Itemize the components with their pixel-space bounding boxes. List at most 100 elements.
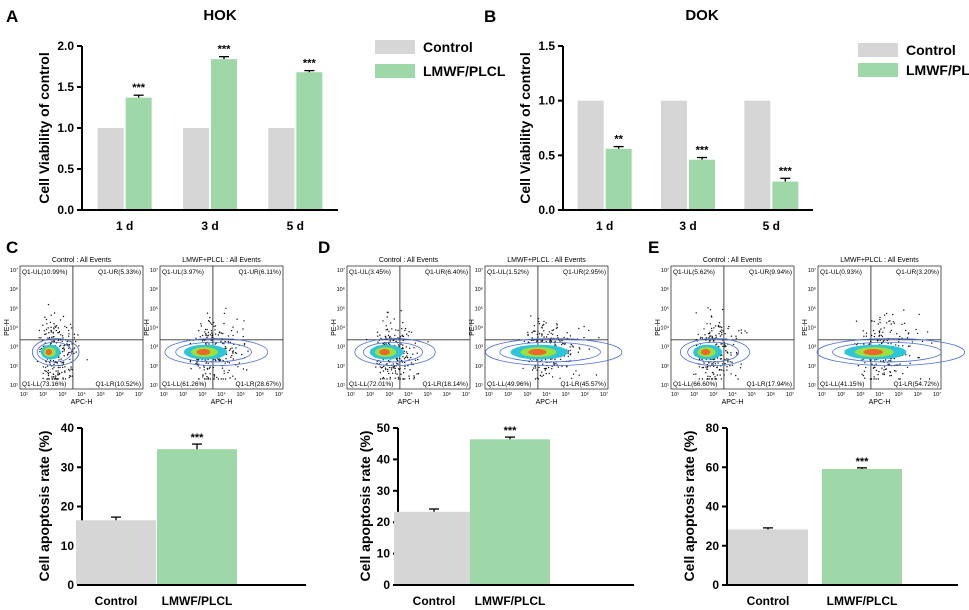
flow-d-control-event-dot [385, 363, 387, 365]
flow-c-control-event-dot [64, 325, 66, 328]
flow-e-control-event-dot [721, 334, 723, 336]
flow-e-treated-event-dot [880, 334, 882, 336]
flow-e-control-event-dot [712, 372, 714, 374]
flow-c-control-event-dot [53, 336, 55, 338]
flow-e-control-event-dot [721, 354, 723, 356]
flow-e-treated-event-dot [870, 378, 873, 380]
flow-d-treated-event-dot [535, 367, 537, 369]
flow-d-control-event-dot [402, 339, 404, 342]
flow-e-control-event-dot [706, 323, 708, 325]
flow-e-treated-event-dot [869, 359, 871, 361]
flow-e-treated-event-dot [890, 323, 892, 325]
flow-e-control-event-dot [718, 346, 720, 348]
chart-d-ytick-label: 10 [377, 547, 391, 561]
flow-c-control-density-core [45, 349, 52, 356]
chart-a-xtick-label: 3 d [201, 219, 218, 233]
flow-d-control-xtick-label: 10⁴ [404, 391, 413, 398]
chart-d-ylabel: Cell apoptosis rate (%) [357, 431, 373, 582]
flow-c-control-event-dot [47, 374, 50, 377]
flow-c-control-event-dot [61, 351, 64, 353]
flow-e-treated-event-dot [902, 345, 904, 347]
flow-plot-c-treated: LMWF+PLCL : All Events Q1-UL(3.97%) Q1-UR(… [144, 257, 284, 406]
flow-e-control-event-dot [716, 366, 718, 368]
flow-c-treated-event-dot [235, 352, 238, 354]
flow-d-treated-xtick-label: 10⁶ [581, 391, 589, 398]
flow-d-control-event-dot [385, 325, 387, 327]
flow-d-control-event-dot [389, 340, 391, 342]
flow-d-treated-event-dot [569, 354, 571, 356]
flow-d-treated-ylabel: PE-H [469, 319, 476, 336]
flow-d-treated-event-dot [549, 338, 551, 341]
flow-e-control-event-dot [746, 332, 748, 334]
flow-c-control-event-dot [46, 378, 48, 380]
flow-e-treated-event-dot [898, 378, 900, 380]
flow-e-treated-event-dot [902, 372, 904, 375]
flow-e-control-event-dot [722, 339, 724, 341]
flow-e-treated-event-dot [886, 339, 888, 342]
chart-b-bar-control [577, 100, 604, 209]
flow-e-treated-event-dot [895, 370, 897, 372]
flow-e-control-xtick-label: 10⁵ [747, 391, 755, 398]
flow-d-control-event-dot [400, 310, 402, 312]
flow-e-treated-event-dot [911, 341, 914, 343]
flow-c-treated-event-dot [204, 359, 206, 361]
chart-e-ytick-label: 80 [706, 421, 720, 435]
flow-e-control-event-dot [711, 330, 713, 332]
flow-e-treated-event-dot [888, 363, 890, 365]
flow-c-treated-xtick-label: 10⁷ [275, 391, 283, 398]
flow-e-treated-xtick-label: 10³ [856, 392, 864, 398]
flow-c-treated-event-dot [202, 376, 204, 378]
flow-c-treated-event-dot [212, 378, 214, 380]
chart-a-ytick-label: 0.5 [57, 162, 74, 176]
flow-e-control-event-dot [712, 340, 715, 342]
flow-d-control-event-dot [377, 341, 379, 343]
flow-e-control-event-dot [717, 362, 719, 364]
flow-plot-c-control: Control : All Events Q1-UL(10.99%) Q1-UR(5… [4, 257, 144, 406]
flow-c-control-event-dot [71, 343, 73, 345]
flow-d-treated-xtick-label: 10⁴ [542, 391, 551, 398]
flow-d-control-event-dot [402, 321, 404, 324]
flow-c-treated-event-dot [236, 318, 238, 320]
flow-c-control-ytick-label: 10⁴ [10, 325, 19, 332]
flow-d-treated-event-dot [537, 320, 540, 323]
chart-c-apoptosis: 0 10 20 30 40 Control *** LMWF/PLCL [61, 421, 306, 608]
chart-a-ytick-label: 0.0 [57, 203, 74, 217]
chart-c-bar-treated [157, 449, 237, 584]
chart-b-xtick-label: 3 d [679, 219, 696, 233]
flow-e-control-event-dot [735, 337, 737, 340]
flow-c-treated-event-dot [205, 333, 207, 335]
flow-c-treated-event-dot [206, 375, 208, 378]
chart-b-bar-control [744, 100, 771, 209]
flow-c-treated-event-dot [209, 366, 211, 368]
flow-d-treated-event-dot [570, 343, 572, 346]
flow-d-treated-event-dot [544, 369, 547, 371]
panel-letter-d: D [318, 238, 330, 257]
flow-c-control-event-dot [68, 329, 70, 332]
flow-c-treated-ytick-label: 10³ [150, 345, 158, 351]
chart-b-ytick-label: 1.5 [538, 39, 555, 53]
flow-e-control-ytick-label: 10⁶ [661, 286, 669, 293]
flow-e-treated-event-dot [883, 339, 885, 341]
flow-d-treated-event-dot [583, 336, 585, 339]
flow-c-control-event-dot [52, 331, 54, 334]
flow-e-control-event-dot [702, 366, 705, 369]
flow-c-control-xtick-label: 10⁴ [77, 391, 86, 398]
flow-e-treated-event-dot [886, 312, 888, 315]
flow-d-control-event-dot [388, 330, 390, 333]
flow-e-control-event-dot [726, 358, 728, 360]
flow-c-control-event-dot [64, 370, 66, 372]
flow-d-control-xtick-label: 10¹ [347, 392, 355, 398]
flow-e-treated-xtick-label: 10⁷ [933, 391, 941, 398]
flow-e-treated-event-dot [919, 378, 922, 380]
flow-c-treated-event-dot [224, 378, 227, 380]
flow-e-treated-ytick-label: 10⁶ [808, 286, 816, 293]
flow-c-control-event-dot [67, 353, 69, 355]
flow-e-treated-event-dot [879, 321, 881, 324]
flow-d-control-event-dot [377, 335, 379, 337]
flow-e-treated-event-dot [880, 328, 882, 330]
chart-a-bar-control [268, 128, 295, 209]
flow-c-control-event-dot [48, 332, 50, 334]
flow-c-control-event-dot [86, 359, 88, 361]
flow-c-treated-quad-ll: Q1-LL(61.26%) [162, 381, 206, 388]
flow-e-treated-event-dot [906, 366, 909, 369]
